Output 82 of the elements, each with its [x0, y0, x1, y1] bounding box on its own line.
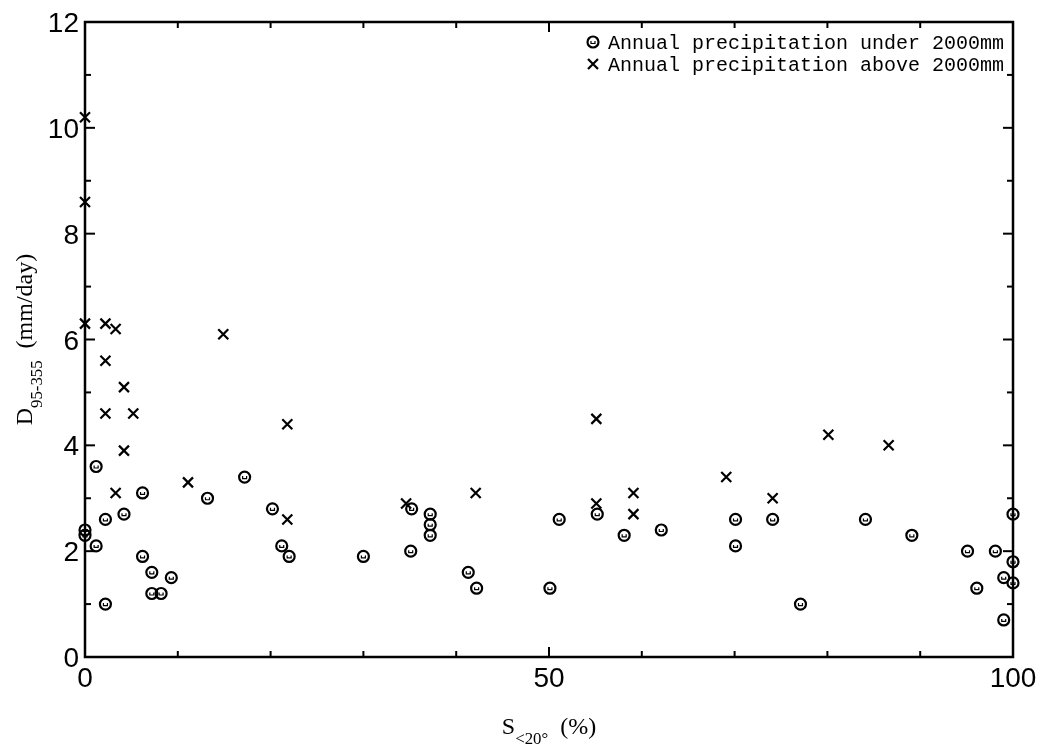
point — [960, 544, 975, 558]
point — [1006, 507, 1020, 521]
point — [117, 381, 131, 394]
legend-label: Annual precipitation above 2000mm — [608, 54, 1005, 77]
y-tick-label: 6 — [63, 324, 79, 356]
point — [135, 549, 150, 564]
point — [78, 111, 92, 124]
point — [997, 571, 1011, 585]
point — [905, 528, 919, 542]
point — [822, 428, 835, 441]
point — [461, 565, 475, 579]
point — [552, 512, 566, 527]
point — [98, 512, 113, 527]
point — [423, 528, 437, 542]
point — [135, 486, 150, 500]
point — [109, 486, 122, 500]
y-tick-label: 0 — [63, 642, 79, 673]
point — [469, 486, 482, 500]
point — [117, 444, 131, 457]
point — [265, 502, 280, 516]
point — [89, 539, 103, 553]
point — [117, 507, 131, 521]
point — [728, 539, 743, 553]
point — [154, 586, 168, 601]
point — [470, 581, 484, 595]
point — [99, 354, 112, 367]
point — [1006, 576, 1020, 590]
point — [238, 470, 252, 484]
point — [78, 317, 92, 330]
y-tick-label: 10 — [47, 112, 79, 144]
x-tick-label: 50 — [533, 662, 565, 693]
point — [970, 581, 984, 595]
point — [78, 195, 92, 209]
y-tick-label: 2 — [63, 536, 79, 568]
point — [282, 549, 296, 564]
point — [423, 507, 437, 521]
legend-label: Annual precipitation under 2000mm — [608, 32, 1005, 55]
point — [590, 507, 604, 521]
y-tick-label: 12 — [47, 7, 79, 38]
point — [275, 539, 289, 553]
point — [109, 322, 122, 336]
point — [766, 512, 780, 527]
point — [281, 513, 294, 526]
x-tick-label: 100 — [989, 662, 1037, 693]
point — [200, 491, 215, 505]
y-tick-label: 8 — [63, 218, 79, 250]
point — [997, 613, 1011, 627]
point — [181, 476, 195, 489]
point — [858, 512, 873, 527]
point — [78, 523, 92, 537]
y-tick-label: 4 — [63, 430, 79, 462]
point — [617, 528, 631, 542]
point — [720, 470, 733, 484]
point — [590, 412, 603, 425]
point — [405, 502, 419, 516]
point — [404, 544, 418, 558]
point — [766, 492, 779, 505]
point — [99, 317, 112, 330]
point — [1006, 555, 1020, 569]
point — [164, 571, 178, 585]
point — [356, 549, 370, 564]
point — [78, 528, 92, 542]
point — [217, 328, 230, 341]
x-axis-title: S$_{<20°}$ (%) — [501, 713, 597, 746]
point — [793, 597, 808, 611]
point — [627, 508, 640, 521]
point — [145, 565, 159, 579]
point — [98, 597, 113, 611]
point — [627, 486, 640, 500]
point — [590, 497, 603, 510]
point — [543, 581, 557, 595]
point — [423, 518, 437, 532]
point — [89, 459, 103, 474]
point — [127, 407, 140, 420]
point — [882, 439, 895, 452]
point — [281, 418, 294, 431]
point — [145, 586, 159, 601]
point — [99, 407, 112, 420]
point — [654, 523, 668, 537]
point — [988, 544, 1002, 558]
point — [399, 497, 413, 510]
point — [728, 512, 743, 527]
